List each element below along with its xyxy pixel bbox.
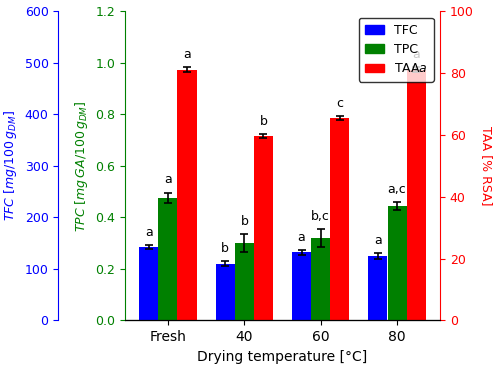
Y-axis label: TPC $[mg\,GA/100\,g_{DM}]$: TPC $[mg\,GA/100\,g_{DM}]$ [72, 100, 90, 232]
Bar [254, 136, 273, 320]
Bar [368, 256, 388, 320]
Text: a: a [164, 173, 172, 187]
Legend: TFC, TPC, TAA$a$: TFC, TPC, TAA$a$ [359, 18, 434, 81]
Text: a,c: a,c [388, 183, 406, 196]
Text: a: a [412, 48, 420, 61]
Bar [330, 118, 349, 320]
Bar [235, 243, 254, 320]
Text: c: c [336, 97, 344, 110]
Text: a: a [298, 231, 306, 244]
Text: a: a [183, 48, 191, 61]
Bar [311, 238, 330, 320]
Text: b: b [222, 242, 229, 255]
Bar [292, 253, 311, 320]
Bar [158, 198, 178, 320]
Y-axis label: TAA [% RSA]: TAA [% RSA] [480, 126, 493, 205]
Text: a: a [145, 226, 152, 239]
Y-axis label: TFC $[mg/100\,g_{DM}]$: TFC $[mg/100\,g_{DM}]$ [2, 110, 19, 221]
Text: b,c: b,c [311, 210, 330, 222]
Text: a: a [374, 234, 382, 247]
Bar [178, 69, 197, 320]
Text: b: b [260, 115, 268, 128]
Bar [388, 206, 406, 320]
X-axis label: Drying temperature [°C]: Drying temperature [°C] [198, 350, 368, 364]
Bar [216, 264, 235, 320]
Bar [140, 247, 158, 320]
Text: b: b [240, 215, 248, 228]
Bar [406, 69, 426, 320]
